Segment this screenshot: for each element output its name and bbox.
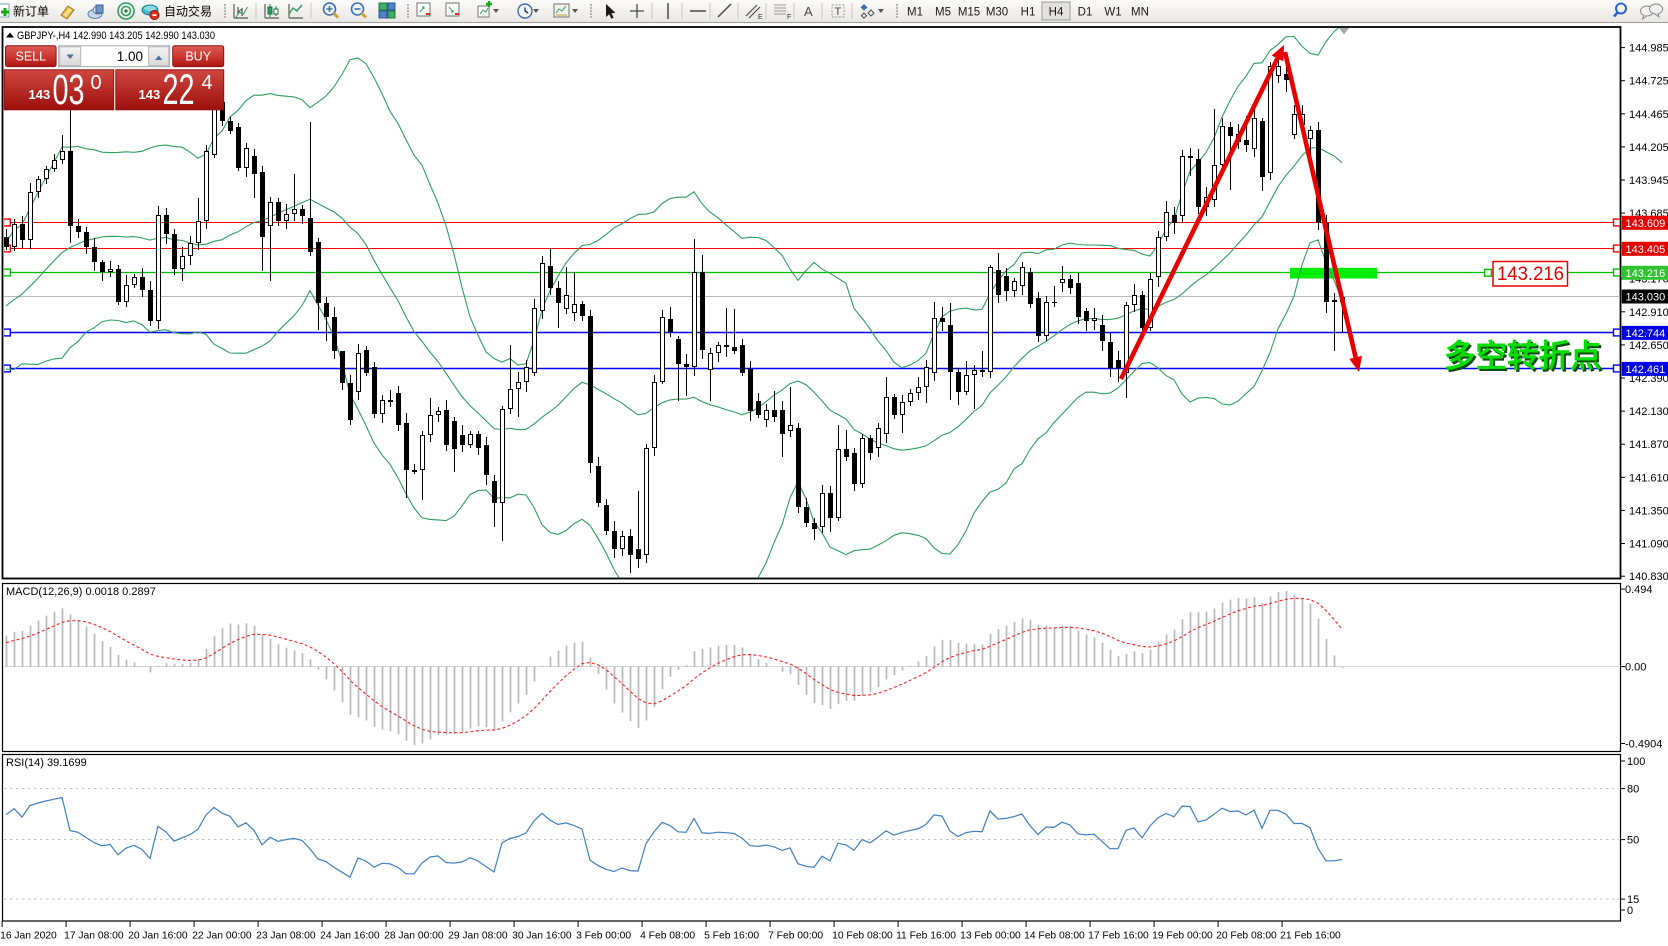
svg-text:143.945: 143.945 bbox=[1629, 175, 1668, 187]
svg-text:13 Feb 00:00: 13 Feb 00:00 bbox=[960, 931, 1021, 942]
svg-text:1.00: 1.00 bbox=[117, 49, 143, 64]
svg-text:M15: M15 bbox=[958, 7, 980, 19]
svg-text:30 Jan 16:00: 30 Jan 16:00 bbox=[512, 931, 572, 942]
svg-text:0.494: 0.494 bbox=[1625, 584, 1653, 596]
svg-text:80: 80 bbox=[1627, 784, 1639, 796]
svg-text:0: 0 bbox=[1627, 905, 1633, 917]
svg-text:142.650: 142.650 bbox=[1629, 340, 1668, 352]
svg-text:142.744: 142.744 bbox=[1626, 328, 1666, 340]
svg-text:50: 50 bbox=[1627, 835, 1639, 847]
svg-text:W1: W1 bbox=[1104, 7, 1121, 19]
svg-text:0: 0 bbox=[91, 72, 102, 94]
svg-text:143.030: 143.030 bbox=[1626, 292, 1666, 304]
svg-text:19 Feb 00:00: 19 Feb 00:00 bbox=[1152, 931, 1213, 942]
svg-text:A: A bbox=[804, 4, 813, 19]
svg-text:142.390: 142.390 bbox=[1629, 373, 1668, 385]
svg-text:MACD(12,26,9) 0.0018 0.2897: MACD(12,26,9) 0.0018 0.2897 bbox=[6, 586, 156, 598]
svg-text:M1: M1 bbox=[907, 7, 923, 19]
svg-text:7 Feb 00:00: 7 Feb 00:00 bbox=[768, 931, 823, 942]
svg-text:21 Feb 16:00: 21 Feb 16:00 bbox=[1280, 931, 1341, 942]
svg-text:D1: D1 bbox=[1078, 7, 1093, 19]
svg-text:141.090: 141.090 bbox=[1629, 539, 1668, 551]
svg-text:143.405: 143.405 bbox=[1626, 244, 1666, 256]
svg-text:144.205: 144.205 bbox=[1629, 142, 1668, 154]
svg-text:141.350: 141.350 bbox=[1629, 505, 1668, 517]
svg-text:143.216: 143.216 bbox=[1497, 264, 1564, 285]
svg-text:28 Jan 00:00: 28 Jan 00:00 bbox=[384, 931, 444, 942]
svg-text:141.870: 141.870 bbox=[1629, 439, 1668, 451]
svg-text:03: 03 bbox=[53, 66, 85, 114]
svg-text:H4: H4 bbox=[1049, 7, 1064, 19]
svg-text:100: 100 bbox=[1627, 756, 1645, 768]
svg-text:144.465: 144.465 bbox=[1629, 109, 1668, 121]
svg-text:17 Jan 08:00: 17 Jan 08:00 bbox=[64, 931, 124, 942]
svg-text:H1: H1 bbox=[1021, 7, 1036, 19]
svg-text:SELL: SELL bbox=[16, 50, 47, 64]
svg-text:3 Feb 00:00: 3 Feb 00:00 bbox=[576, 931, 631, 942]
svg-text:17 Feb 16:00: 17 Feb 16:00 bbox=[1088, 931, 1149, 942]
svg-text:11 Feb 16:00: 11 Feb 16:00 bbox=[896, 931, 956, 942]
svg-text:自动交易: 自动交易 bbox=[164, 4, 212, 19]
svg-text:20 Jan 16:00: 20 Jan 16:00 bbox=[128, 931, 188, 942]
svg-text:143: 143 bbox=[29, 87, 51, 102]
svg-text:MN: MN bbox=[1131, 7, 1149, 19]
svg-text:多空转折点: 多空转折点 bbox=[1444, 338, 1602, 374]
svg-text:M30: M30 bbox=[986, 7, 1008, 19]
svg-text:22 Jan 00:00: 22 Jan 00:00 bbox=[192, 931, 252, 942]
svg-text:BUY: BUY bbox=[185, 50, 211, 64]
svg-text:10 Feb 08:00: 10 Feb 08:00 bbox=[832, 931, 893, 942]
svg-text:T: T bbox=[835, 6, 842, 18]
svg-text:142.461: 142.461 bbox=[1626, 364, 1666, 376]
svg-text:22: 22 bbox=[163, 66, 195, 114]
svg-text:141.610: 141.610 bbox=[1629, 472, 1668, 484]
svg-text:15: 15 bbox=[1627, 894, 1639, 906]
svg-text:23 Jan 08:00: 23 Jan 08:00 bbox=[256, 931, 316, 942]
svg-text:144.725: 144.725 bbox=[1629, 76, 1668, 88]
svg-text:140.830: 140.830 bbox=[1629, 571, 1668, 583]
svg-text:新订单: 新订单 bbox=[13, 4, 49, 19]
svg-text:144.985: 144.985 bbox=[1629, 43, 1668, 55]
svg-text:143.216: 143.216 bbox=[1626, 268, 1666, 280]
svg-text:GBPJPY-,H4 142.990 143.205 14: GBPJPY-,H4 142.990 143.205 142.990 143.0… bbox=[17, 30, 215, 42]
svg-text:16 Jan 2020: 16 Jan 2020 bbox=[0, 931, 57, 942]
svg-text:RSI(14) 39.1699: RSI(14) 39.1699 bbox=[6, 757, 87, 769]
svg-text:143: 143 bbox=[139, 87, 161, 102]
svg-text:0.00: 0.00 bbox=[1625, 662, 1646, 674]
svg-text:4: 4 bbox=[202, 72, 213, 94]
svg-text:14 Feb 08:00: 14 Feb 08:00 bbox=[1024, 931, 1085, 942]
svg-text:F: F bbox=[787, 14, 791, 21]
svg-text:29 Jan 08:00: 29 Jan 08:00 bbox=[448, 931, 508, 942]
svg-text:20 Feb 08:00: 20 Feb 08:00 bbox=[1216, 931, 1277, 942]
svg-text:多空转折点: 多空转折点 bbox=[1446, 340, 1604, 376]
svg-text:E: E bbox=[758, 14, 763, 21]
svg-text:143.609: 143.609 bbox=[1626, 218, 1666, 230]
svg-text:142.130: 142.130 bbox=[1629, 406, 1668, 418]
svg-text:142.910: 142.910 bbox=[1629, 307, 1668, 319]
svg-text:24 Jan 16:00: 24 Jan 16:00 bbox=[320, 931, 380, 942]
svg-text:4 Feb 08:00: 4 Feb 08:00 bbox=[640, 931, 695, 942]
svg-text:-0.4904: -0.4904 bbox=[1625, 739, 1662, 751]
svg-text:5 Feb 16:00: 5 Feb 16:00 bbox=[704, 931, 759, 942]
svg-text:M5: M5 bbox=[935, 7, 951, 19]
